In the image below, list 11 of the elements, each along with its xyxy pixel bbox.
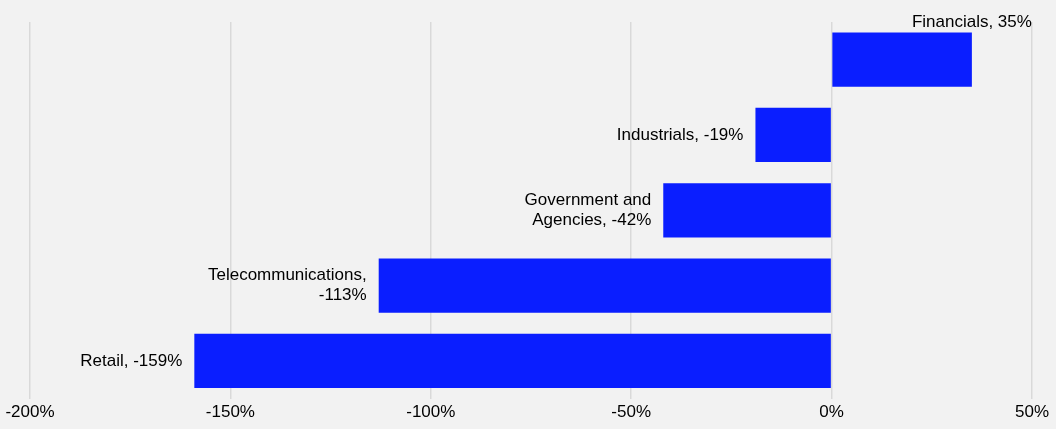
x-tick-label: -50% [611, 402, 652, 422]
x-tick-label: 50% [1014, 402, 1050, 422]
data-label: Industrials, -19% [616, 124, 744, 144]
x-tick-label: -100% [406, 402, 456, 422]
data-label: Retail, -159% [80, 350, 183, 370]
data-label: Financials, 35% [911, 11, 1032, 31]
x-tick-label: 0% [819, 402, 844, 422]
x-tick-label: -150% [205, 402, 255, 422]
x-tick-label: -200% [5, 402, 55, 422]
data-label: Government and Agencies, -42% [524, 189, 652, 229]
data-label: Telecommunications, -113% [207, 265, 367, 305]
